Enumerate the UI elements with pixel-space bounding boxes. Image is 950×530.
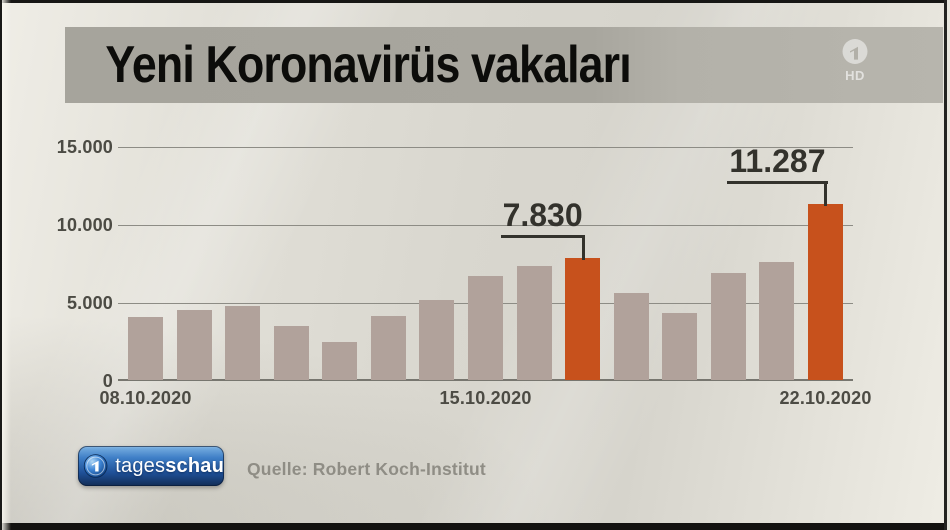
tagesschau-logo: tagesschau [78,446,224,486]
callout-label: 11.287 [727,143,828,184]
gridline [118,225,853,226]
bar [225,306,261,380]
bar [467,276,503,380]
y-tick-label: 10.000 [56,215,113,235]
frame-glow-right [947,0,950,530]
bar-highlighted [565,257,601,380]
callout-label: 7.830 [500,197,585,238]
hd-label: HD [845,68,865,83]
gridline [118,379,853,381]
title-banner: Yeni Koronavirüs vakaları [65,27,943,103]
bar-highlighted [807,203,843,380]
logo-text-bold: schau [165,454,224,477]
bar [759,261,795,380]
logo-text-regular: tages [115,454,166,477]
bar [613,292,649,380]
callout-connector-line [581,237,585,260]
y-tick-label: 0 [102,371,113,391]
y-tick-label: 15.000 [56,137,113,157]
source-text: Quelle: Robert Koch-Institut [247,459,486,479]
x-tick-label: 08.10.2020 [99,388,192,408]
ard-globe-icon [83,454,108,478]
bar [710,272,746,380]
bar [176,309,212,380]
gridline [118,147,853,148]
bar [419,299,455,380]
bar [273,325,309,380]
ard-watermark: HD [832,33,878,85]
ard-one-icon [842,39,868,64]
x-tick-label: 15.10.2020 [439,388,532,408]
bar [516,265,552,380]
frame-edge-right [944,0,947,530]
bar-chart [118,147,853,381]
frame-glow-left [2,0,11,530]
bar [662,312,698,380]
bar [322,341,358,380]
y-tick-label: 5.000 [66,293,113,313]
bar [128,316,163,380]
frame-edge-left [0,0,2,530]
callout-connector-line [824,183,828,206]
letterbox-top [0,0,950,3]
bar [370,315,406,380]
tagesschau-logo-text: tagesschau [115,455,224,478]
page-title: Yeni Koronavirüs vakaları [105,36,631,94]
letterbox-bottom [0,523,950,530]
x-tick-label: 22.10.2020 [779,388,872,408]
